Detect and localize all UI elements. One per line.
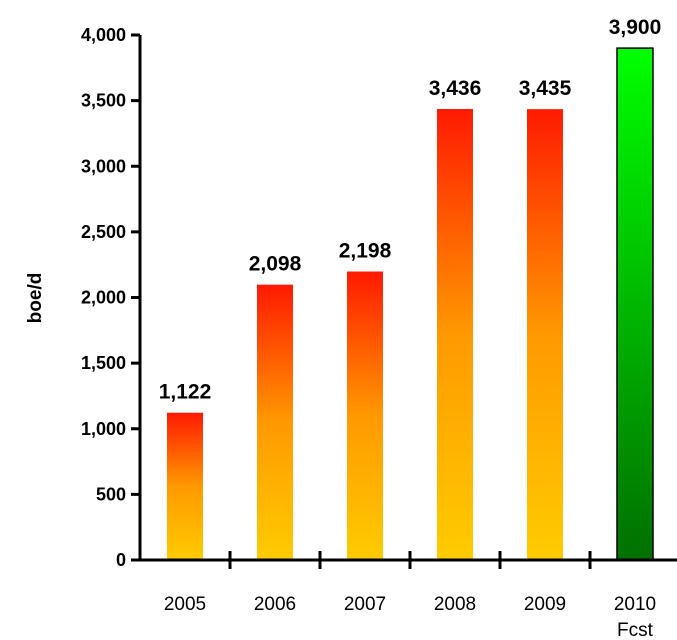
bar-2008 — [437, 109, 473, 561]
x-tick-label-2009: 2009 — [524, 594, 566, 615]
y-tick-label: 0 — [116, 550, 126, 570]
x-tick-label-2008: 2008 — [434, 594, 476, 615]
data-label-2009: 3,435 — [519, 77, 572, 100]
bar-2010-forecast — [616, 47, 654, 561]
bar-2007 — [347, 271, 383, 560]
y-axis: 0 500 1,000 1,500 2,000 2,500 3,000 3,500 4,000 — [81, 25, 142, 570]
data-label-2008: 3,436 — [429, 77, 482, 100]
data-labels-group: 1,122 2,098 2,198 3,436 3,435 3,900 — [159, 16, 662, 404]
x-tick-label-2006: 2006 — [254, 594, 296, 615]
bar-2005 — [167, 412, 203, 560]
x-tick-label-2007: 2007 — [344, 594, 386, 615]
y-tick-label: 2,500 — [81, 222, 126, 242]
y-tick-label: 3,000 — [81, 156, 126, 176]
bar-2009 — [527, 109, 563, 560]
data-label-2010: 3,900 — [609, 16, 662, 39]
x-tick-label-2010: 2010 — [614, 594, 656, 615]
data-label-2006: 2,098 — [249, 253, 302, 276]
y-axis-title: boe/d — [25, 273, 46, 324]
y-tick-label: 500 — [96, 484, 126, 504]
y-tick-label: 4,000 — [81, 25, 126, 45]
bar-2006 — [257, 284, 293, 560]
y-tick-label: 1,500 — [81, 353, 126, 373]
y-tick-label: 3,500 — [81, 91, 126, 111]
y-tick-label: 1,000 — [81, 419, 126, 439]
data-label-2005: 1,122 — [159, 381, 212, 404]
bars-group — [167, 47, 654, 561]
x-axis: 2005 2006 2007 2008 2009 2010 Fcst — [140, 551, 677, 640]
x-tick-sublabel-2010: Fcst — [617, 620, 654, 640]
data-label-2007: 2,198 — [339, 240, 392, 263]
x-tick-label-2005: 2005 — [164, 594, 206, 615]
y-tick-label: 2,000 — [81, 288, 126, 308]
